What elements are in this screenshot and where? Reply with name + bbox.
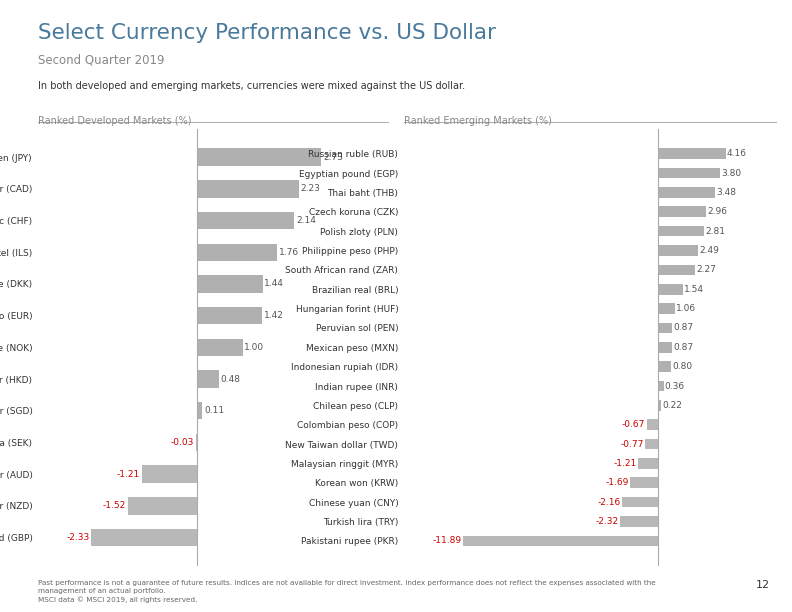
Text: -2.32: -2.32	[596, 517, 619, 526]
Bar	[197, 402, 202, 419]
Bar	[657, 264, 695, 275]
Bar	[657, 381, 664, 391]
Bar	[657, 245, 699, 256]
Bar	[197, 338, 242, 356]
Text: 1.06: 1.06	[676, 304, 696, 313]
Bar	[657, 304, 675, 314]
Bar	[646, 419, 657, 430]
Bar	[463, 536, 657, 546]
Text: -1.69: -1.69	[605, 479, 629, 487]
Text: 2.23: 2.23	[300, 184, 320, 193]
Bar	[197, 370, 219, 388]
Bar	[630, 477, 657, 488]
Text: 0.87: 0.87	[673, 324, 693, 332]
Text: 4.16: 4.16	[727, 149, 747, 159]
Text: 0.80: 0.80	[672, 362, 692, 371]
Text: -1.21: -1.21	[117, 469, 140, 479]
Text: 3.80: 3.80	[722, 168, 741, 177]
Text: 0.22: 0.22	[663, 401, 683, 410]
Text: -2.33: -2.33	[67, 533, 89, 542]
Text: Second Quarter 2019: Second Quarter 2019	[38, 54, 165, 67]
Bar	[657, 323, 672, 334]
Text: -2.16: -2.16	[598, 498, 621, 507]
Text: 2.14: 2.14	[296, 216, 316, 225]
Bar	[657, 284, 683, 294]
Text: Ranked Developed Markets (%): Ranked Developed Markets (%)	[38, 116, 192, 126]
Text: 0.36: 0.36	[664, 381, 685, 390]
Text: 1.44: 1.44	[265, 280, 284, 288]
Text: 2.49: 2.49	[699, 246, 720, 255]
Text: -0.03: -0.03	[170, 438, 194, 447]
Text: Past performance is not a guarantee of future results. Indices are not available: Past performance is not a guarantee of f…	[38, 580, 656, 603]
Bar	[657, 342, 672, 353]
Text: 2.96: 2.96	[707, 207, 727, 216]
Text: Ranked Emerging Markets (%): Ranked Emerging Markets (%)	[404, 116, 552, 126]
Bar	[645, 439, 657, 449]
Bar	[623, 497, 657, 507]
Bar	[197, 180, 299, 198]
Bar	[657, 226, 703, 236]
Text: 0.87: 0.87	[673, 343, 693, 352]
Text: 0.11: 0.11	[204, 406, 224, 415]
Text: 1.00: 1.00	[245, 343, 265, 352]
Bar	[657, 187, 714, 198]
Bar	[657, 149, 725, 159]
Bar	[197, 149, 322, 166]
Text: 2.73: 2.73	[323, 152, 343, 162]
Bar	[197, 275, 263, 293]
Text: 2.27: 2.27	[696, 266, 716, 274]
Bar	[638, 458, 657, 469]
Text: -0.67: -0.67	[622, 420, 645, 429]
Text: -1.21: -1.21	[613, 459, 637, 468]
Bar	[197, 244, 277, 261]
Text: 2.81: 2.81	[705, 226, 725, 236]
Bar	[128, 497, 197, 515]
Text: 0.48: 0.48	[221, 375, 241, 384]
Text: -0.77: -0.77	[620, 439, 644, 449]
Text: 1.76: 1.76	[279, 248, 299, 256]
Text: -1.52: -1.52	[103, 501, 126, 510]
Bar	[657, 168, 720, 179]
Bar	[657, 361, 671, 372]
Bar	[197, 307, 261, 324]
Bar	[657, 206, 706, 217]
Bar	[619, 516, 657, 527]
Bar	[91, 529, 197, 547]
Text: In both developed and emerging markets, currencies were mixed against the US dol: In both developed and emerging markets, …	[38, 81, 465, 91]
Bar	[142, 465, 197, 483]
Text: 1.54: 1.54	[684, 285, 704, 294]
Bar	[196, 434, 197, 451]
Text: 1.42: 1.42	[264, 311, 284, 320]
Text: 12: 12	[756, 580, 770, 590]
Bar	[657, 400, 661, 411]
Bar	[197, 212, 295, 230]
Text: 3.48: 3.48	[716, 188, 736, 197]
Text: Select Currency Performance vs. US Dollar: Select Currency Performance vs. US Dolla…	[38, 23, 496, 43]
Text: -11.89: -11.89	[432, 536, 462, 545]
